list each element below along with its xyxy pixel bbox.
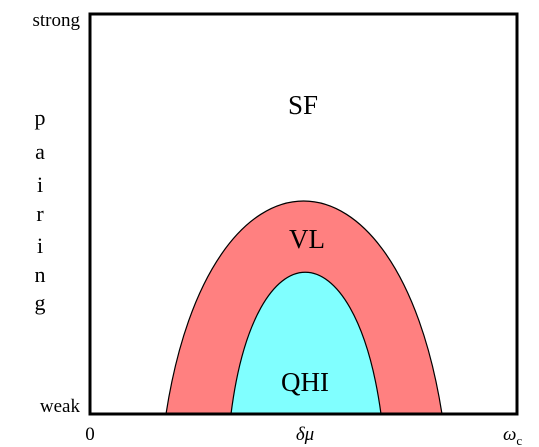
y-axis-title-letter: r (36, 201, 44, 226)
x-axis-end-symbol: ω (503, 424, 516, 445)
x-axis-end-subscript: c (516, 433, 522, 447)
sf-region-label: SF (288, 90, 318, 120)
y-axis-title-letter: i (37, 233, 43, 258)
x-axis-middle-label: δμ (296, 424, 314, 445)
qhi-region-label: QHI (281, 367, 329, 397)
x-axis-origin-label: 0 (85, 424, 95, 445)
y-axis-top-label: strong (33, 10, 81, 31)
qhi-region (230, 271, 382, 415)
y-axis-bottom-label: weak (40, 396, 81, 417)
y-axis-title-letter: p (35, 105, 46, 130)
vl-region-label: VL (289, 224, 325, 254)
y-axis-title-letter: i (37, 172, 43, 197)
y-axis-title-letter: n (35, 262, 46, 287)
x-axis-end-label: ωc (503, 424, 522, 447)
y-axis-title-letter: a (35, 139, 45, 164)
y-axis-title-letter: g (35, 290, 46, 315)
plot-frame (88, 12, 519, 416)
